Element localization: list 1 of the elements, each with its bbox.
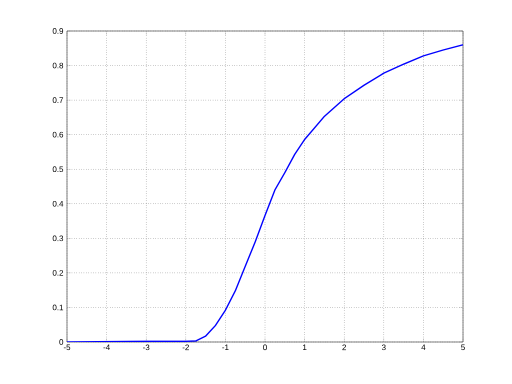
line-series [67, 44, 464, 342]
